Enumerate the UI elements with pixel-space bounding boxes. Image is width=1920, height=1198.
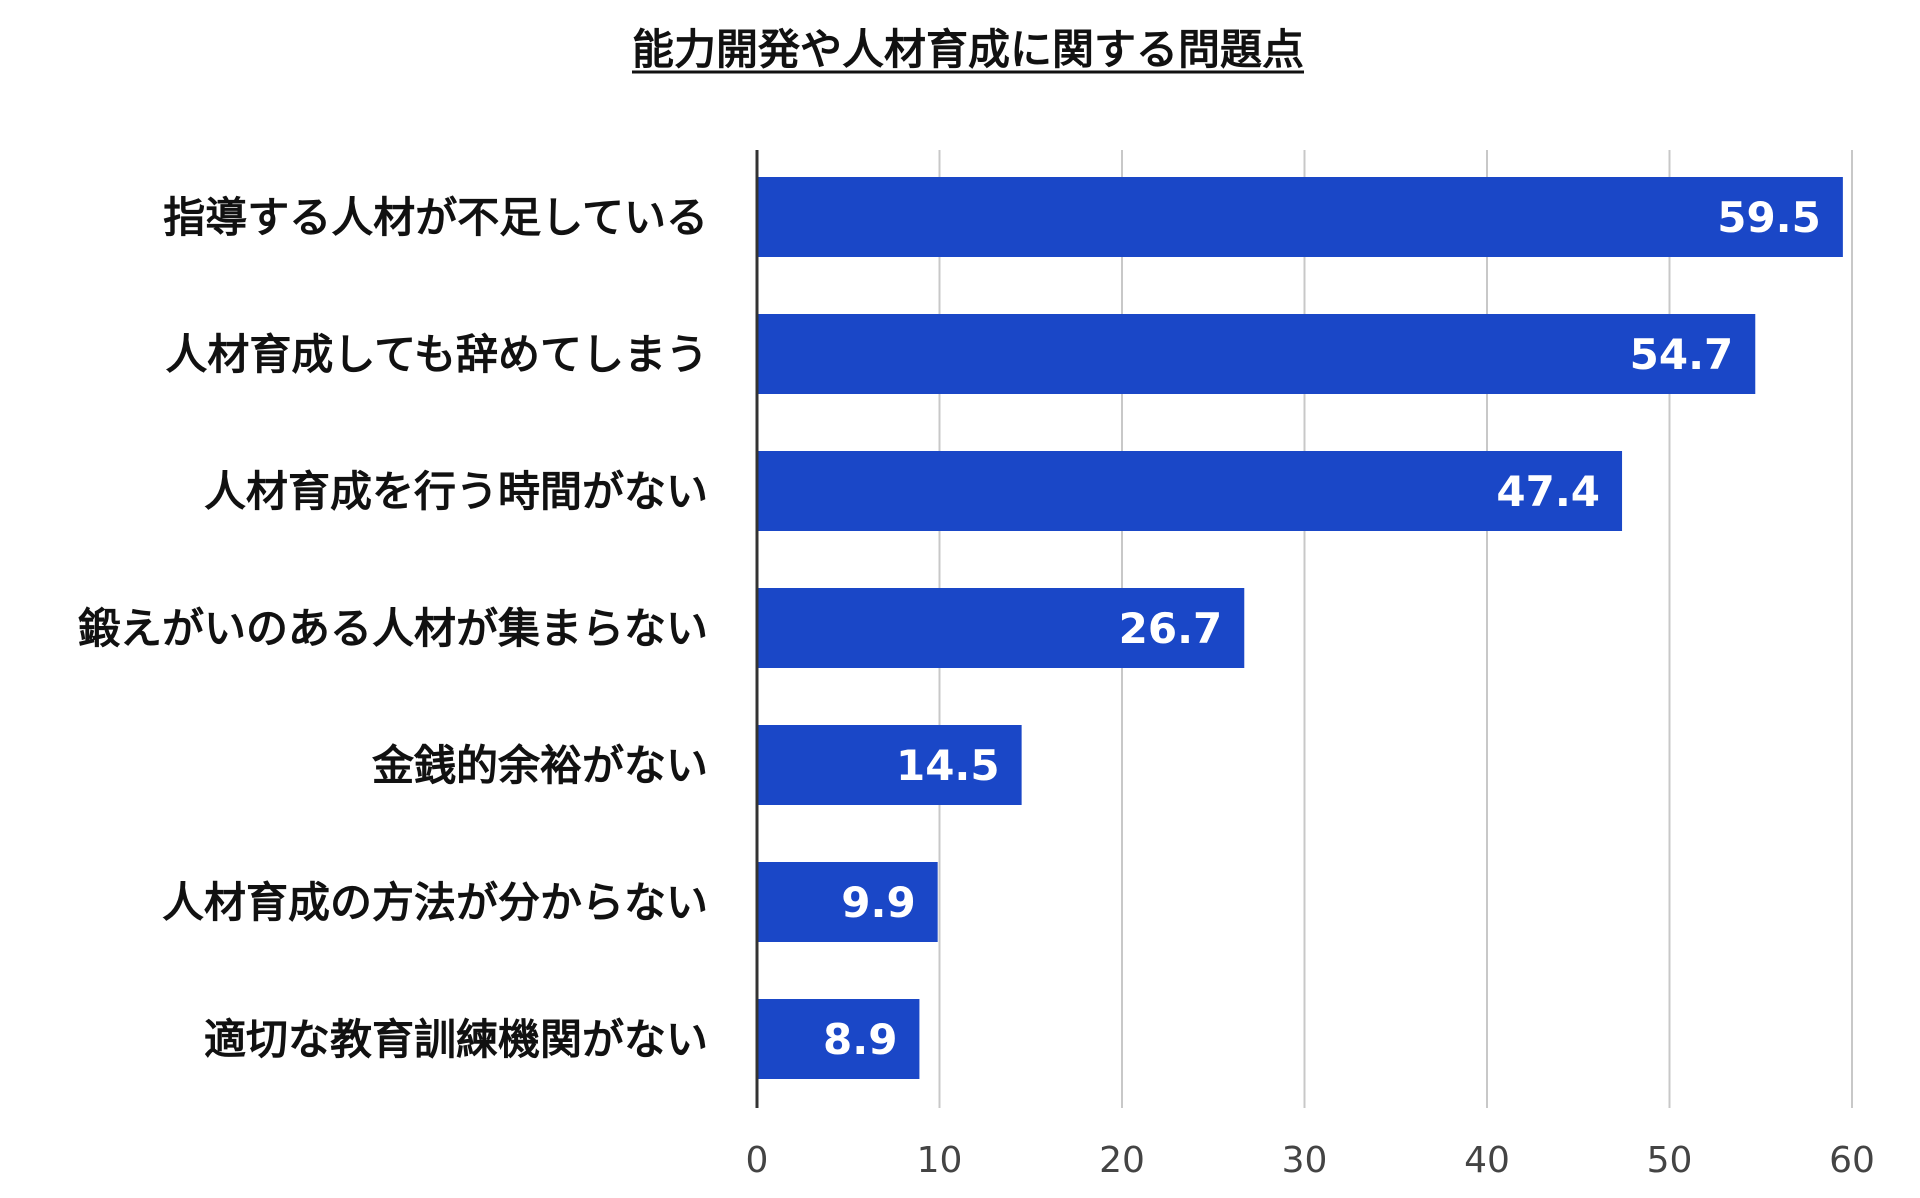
- category-label: 適切な教育訓練機関がない: [204, 1015, 708, 1064]
- category-label: 鍛えがいのある人材が集まらない: [78, 604, 708, 653]
- category-label: 金銭的余裕がない: [371, 741, 708, 790]
- bar: [757, 862, 938, 942]
- bar-value-label: 59.5: [1717, 193, 1821, 242]
- bar: [757, 725, 1022, 805]
- bar-value-label: 47.4: [1496, 467, 1600, 516]
- category-label: 指導する人材が不足している: [163, 193, 708, 242]
- x-tick-label: 60: [1829, 1140, 1875, 1181]
- bar-value-label: 9.9: [841, 878, 915, 927]
- bars: [757, 177, 1843, 1079]
- category-label: 人材育成の方法が分からない: [162, 878, 708, 927]
- x-tick-label: 50: [1647, 1140, 1693, 1181]
- bar: [757, 314, 1756, 394]
- bar-value-label: 26.7: [1119, 604, 1223, 653]
- category-label: 人材育成しても辞めてしまう: [165, 330, 708, 379]
- bar: [757, 588, 1245, 668]
- x-tick-label: 0: [746, 1140, 769, 1181]
- bar-value-label: 14.5: [896, 741, 1000, 790]
- category-labels: 指導する人材が不足している人材育成しても辞めてしまう人材育成を行う時間がない鍛え…: [78, 193, 708, 1064]
- bar: [757, 999, 920, 1079]
- value-labels: 59.5 54.7 47.4 26.7 14.5 9.9 8.9: [823, 193, 1821, 1064]
- bar: [757, 177, 1843, 257]
- x-tick-label: 30: [1282, 1140, 1328, 1181]
- x-tick-label: 20: [1099, 1140, 1145, 1181]
- category-label: 人材育成を行う時間がない: [204, 467, 708, 516]
- x-axis-ticks: 0 10 20 30 40 50 60: [746, 1140, 1875, 1181]
- x-tick-label: 10: [917, 1140, 963, 1181]
- bar-value-label: 8.9: [823, 1015, 897, 1064]
- x-tick-label: 40: [1464, 1140, 1510, 1181]
- chart-title: 能力開発や人材育成に関する問題点: [632, 25, 1304, 74]
- bar: [757, 451, 1623, 531]
- bar-value-label: 54.7: [1630, 330, 1734, 379]
